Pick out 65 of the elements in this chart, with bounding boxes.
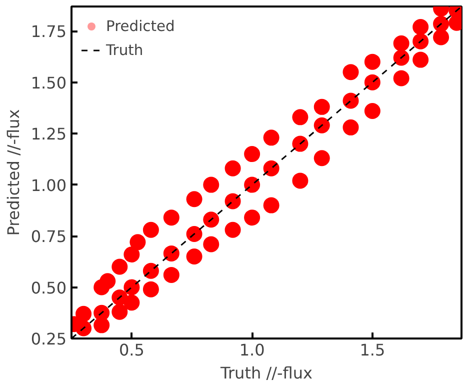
point bbox=[163, 266, 180, 283]
point bbox=[342, 64, 359, 80]
point bbox=[393, 35, 410, 52]
point bbox=[124, 246, 140, 262]
point bbox=[244, 176, 260, 193]
point bbox=[224, 222, 241, 238]
point bbox=[292, 172, 308, 189]
point bbox=[142, 222, 159, 238]
y-tick-label: 1.25 bbox=[30, 124, 66, 144]
point bbox=[224, 160, 241, 176]
point bbox=[412, 33, 429, 50]
x-tick-label: 0.5 bbox=[118, 340, 144, 360]
point bbox=[203, 176, 220, 193]
y-tick-label: 0.25 bbox=[30, 330, 66, 348]
point bbox=[76, 320, 92, 336]
point bbox=[314, 117, 330, 134]
point bbox=[342, 92, 359, 109]
point bbox=[94, 304, 110, 321]
point bbox=[314, 98, 330, 115]
y-tick-label: 0.50 bbox=[30, 278, 66, 298]
point bbox=[393, 50, 410, 66]
point bbox=[100, 273, 116, 290]
point bbox=[124, 279, 140, 296]
point bbox=[186, 226, 202, 242]
point bbox=[186, 191, 202, 208]
y-tick-label: 1.00 bbox=[30, 176, 66, 195]
x-tick-label: 1.0 bbox=[239, 340, 265, 360]
point bbox=[130, 234, 146, 250]
point bbox=[142, 262, 159, 279]
point bbox=[124, 294, 140, 311]
point bbox=[292, 109, 308, 126]
point bbox=[163, 210, 180, 226]
legend-label: Predicted bbox=[106, 18, 175, 34]
y-axis-title: Predicted //-flux bbox=[4, 109, 23, 236]
x-tick-label: 1.5 bbox=[360, 340, 386, 360]
point bbox=[263, 130, 280, 146]
point bbox=[263, 197, 280, 214]
point bbox=[292, 136, 308, 152]
point bbox=[412, 19, 429, 35]
point bbox=[433, 16, 450, 32]
point bbox=[364, 54, 380, 70]
point bbox=[393, 70, 410, 86]
point bbox=[364, 74, 380, 90]
x-axis-title: Truth //-flux bbox=[220, 364, 312, 382]
point bbox=[314, 150, 330, 166]
point bbox=[433, 29, 450, 46]
point bbox=[224, 193, 241, 210]
point bbox=[142, 281, 159, 298]
point bbox=[186, 248, 202, 265]
point bbox=[112, 258, 128, 275]
point bbox=[112, 304, 128, 320]
point bbox=[203, 212, 220, 228]
legend-label: Truth bbox=[106, 42, 144, 58]
y-tick-label: 1.75 bbox=[30, 22, 66, 42]
y-tick-label: 0.75 bbox=[30, 227, 66, 246]
point bbox=[244, 146, 260, 162]
point bbox=[342, 119, 359, 136]
point bbox=[263, 160, 280, 176]
point bbox=[364, 103, 380, 120]
point bbox=[76, 306, 92, 322]
point bbox=[163, 245, 180, 262]
point bbox=[412, 52, 429, 68]
y-tick-label: 1.50 bbox=[30, 73, 66, 92]
point bbox=[244, 210, 260, 226]
point bbox=[203, 236, 220, 252]
